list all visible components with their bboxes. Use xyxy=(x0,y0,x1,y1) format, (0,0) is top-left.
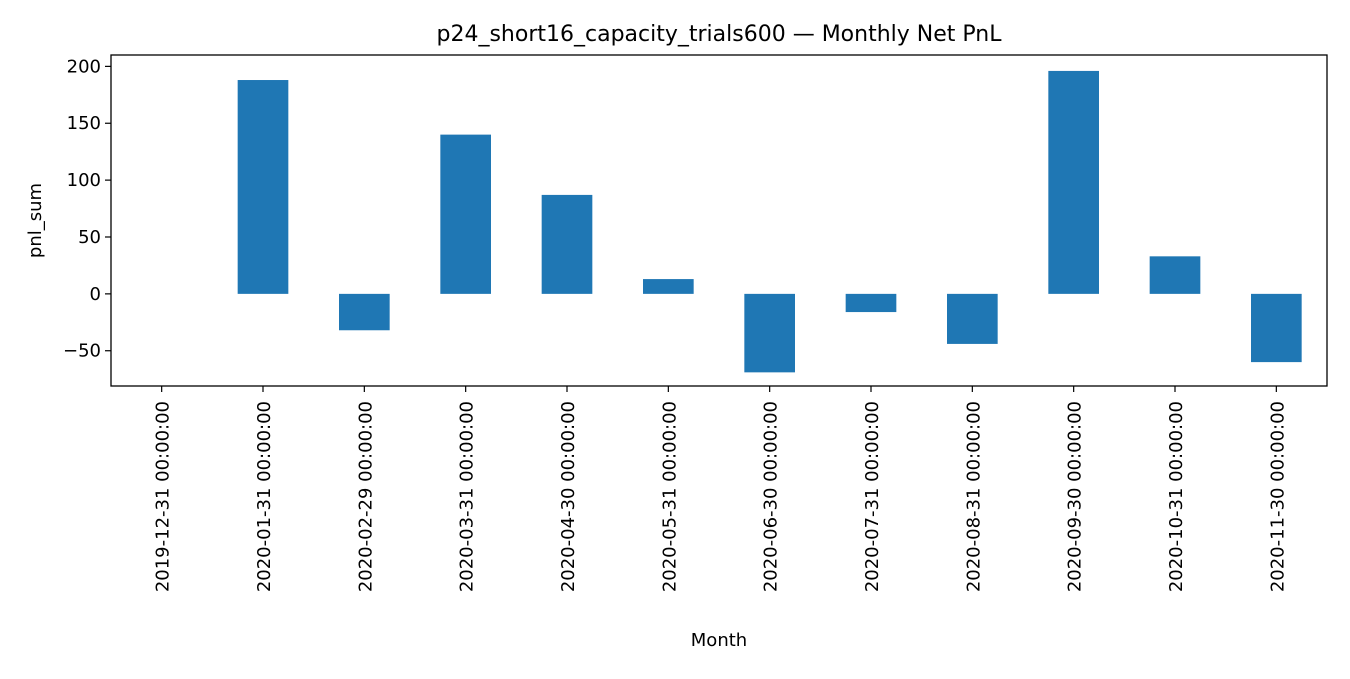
bars-group xyxy=(237,70,1302,373)
bar-2020-02-29 xyxy=(339,293,390,331)
bar-2020-09-30 xyxy=(1048,70,1099,294)
chart-title: p24_short16_capacity_trials600 — Monthly… xyxy=(437,22,1003,47)
bar-2020-04-30 xyxy=(541,194,593,294)
y-tick-label: 200 xyxy=(67,56,101,77)
x-axis: 2019-12-31 00:00:00 2020-01-31 00:00:00 20… xyxy=(153,386,1288,592)
x-tick-label: 2020-09-30 00:00:00 xyxy=(1065,401,1086,592)
bar-2020-06-30 xyxy=(744,293,795,373)
y-tick-label: 50 xyxy=(78,227,101,248)
bar-2020-03-31 xyxy=(440,134,491,294)
x-tick-label: 2020-11-30 00:00:00 xyxy=(1267,401,1288,592)
x-tick-label: 2020-03-31 00:00:00 xyxy=(457,401,478,592)
x-tick-label: 2020-01-31 00:00:00 xyxy=(254,401,275,592)
y-tick-label: 0 xyxy=(90,284,101,305)
y-tick-label: 100 xyxy=(67,170,101,191)
x-tick-label: 2020-05-31 00:00:00 xyxy=(659,401,680,592)
bar-2020-01-31 xyxy=(237,80,289,294)
x-tick-label: 2020-07-31 00:00:00 xyxy=(862,401,883,592)
plot-frame xyxy=(110,54,1328,387)
y-axis-label: pnl_sum xyxy=(25,183,46,258)
bar-2020-05-31 xyxy=(643,279,694,294)
x-axis-label: Month xyxy=(691,630,747,651)
x-tick-label: 2020-08-31 00:00:00 xyxy=(963,401,984,592)
x-tick-label: 2019-12-31 00:00:00 xyxy=(153,401,174,592)
bar-2020-08-31 xyxy=(947,293,998,344)
bar-2020-11-30 xyxy=(1251,293,1302,363)
y-tick-label: −50 xyxy=(63,341,101,362)
y-axis: −50 0 50 100 150 200 xyxy=(63,56,111,362)
bar-2020-10-31 xyxy=(1149,256,1201,294)
x-tick-label: 2020-04-30 00:00:00 xyxy=(558,401,579,592)
x-tick-label: 2020-10-31 00:00:00 xyxy=(1166,401,1187,592)
x-tick-label: 2020-06-30 00:00:00 xyxy=(761,401,782,592)
y-tick-label: 150 xyxy=(67,113,101,134)
bar-2020-07-31 xyxy=(845,293,897,313)
x-tick-label: 2020-02-29 00:00:00 xyxy=(355,401,376,592)
